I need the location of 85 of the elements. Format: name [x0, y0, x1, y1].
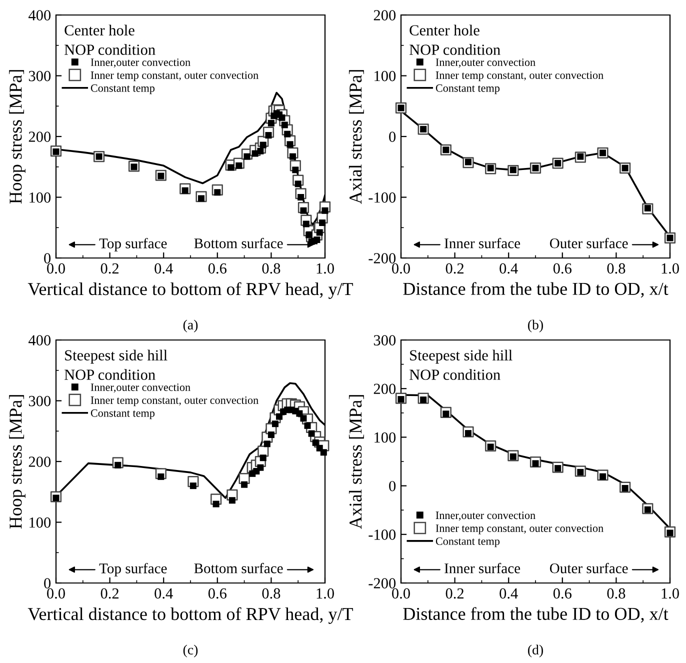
y-tick-label: 400: [28, 10, 51, 20]
annotation: NOP condition: [64, 44, 156, 55]
annotation: Steepest side hill: [410, 350, 512, 364]
x-tick-label: 0.6: [553, 263, 572, 274]
legend-label: Inner,outer convection: [90, 384, 190, 393]
y-tick-label: 200: [28, 456, 51, 467]
x-tick-label: 0.0: [392, 588, 410, 599]
x-tick-label: 0.2: [446, 588, 464, 599]
x-tick-label: 0.6: [208, 263, 226, 274]
x-tick-label: 1.0: [316, 263, 334, 274]
x-tick-label: 0.2: [100, 263, 119, 274]
annotation: Inner surface: [444, 562, 520, 574]
annotation: NOP condition: [64, 369, 156, 380]
x-tick-label: 0.4: [500, 588, 518, 599]
x-tick-label: 0.6: [208, 588, 226, 599]
y-tick-label: 0: [389, 480, 396, 492]
x-axis-title: Vertical distance to bottom of RPV head, y/T: [28, 282, 354, 299]
legend-label: Constant temp: [90, 84, 155, 94]
legend-label: Inner,outer convection: [436, 58, 536, 68]
y-axis-title: Axial stress [MPa]: [348, 70, 364, 204]
y-tick-label: 100: [30, 192, 51, 203]
y-tick-label: -100: [368, 530, 396, 540]
x-tick-label: 0.4: [154, 263, 173, 274]
annotation: Bottom surface: [194, 238, 283, 248]
annotation: Center hole: [64, 24, 134, 36]
y-axis-title: Hoop stress [MPa]: [9, 395, 26, 529]
x-tick-label: 1.0: [316, 588, 334, 599]
y-tick-label: 0: [44, 253, 51, 264]
annotation: Top surface: [99, 562, 167, 576]
y-tick-label: -200: [368, 253, 396, 264]
y-tick-label: 300: [374, 335, 396, 346]
annotation: Outer surface: [550, 562, 628, 574]
x-tick-label: 0.8: [607, 263, 626, 274]
x-tick-label: 0.4: [154, 588, 173, 599]
x-tick-label: 0.8: [607, 588, 626, 599]
y-tick-label: 300: [28, 70, 51, 82]
annotation: Outer surface: [550, 238, 628, 248]
legend-label: Constant temp: [436, 537, 500, 548]
text: (d): [528, 644, 543, 658]
x-tick-label: 0.2: [446, 263, 464, 274]
annotation: NOP condition: [410, 369, 500, 380]
legend-label: Inner,outer convection: [90, 58, 190, 68]
text: (c): [183, 644, 198, 658]
legend-label: Inner temp constant, outer convection: [90, 71, 258, 82]
y-tick-label: 400: [28, 335, 51, 346]
legend-label: Constant temp: [90, 409, 155, 420]
annotation: Center hole: [410, 24, 480, 36]
legend-label: Inner temp constant, outer convection: [436, 524, 604, 534]
annotation: Bottom surface: [194, 562, 283, 574]
y-tick-label: -200: [368, 578, 396, 588]
legend-label: Inner temp constant, outer convection: [436, 71, 604, 82]
x-tick-label: 0.6: [553, 588, 572, 599]
y-tick-label: -100: [368, 192, 396, 203]
y-axis-title: Axial stress [MPa]: [348, 395, 364, 530]
annotation: Top surface: [99, 238, 167, 252]
annotation: Inner surface: [444, 238, 520, 248]
y-tick-label: 200: [28, 132, 51, 142]
y-axis-title: Hoop stress [MPa]: [9, 70, 26, 204]
y-tick-label: 100: [374, 432, 396, 443]
x-tick-label: 1.0: [662, 588, 679, 599]
legend-label: Inner temp constant, outer convection: [90, 396, 258, 406]
x-axis-title: Distance from the tube ID to OD, x/t: [403, 282, 668, 298]
x-tick-label: 1.0: [662, 263, 679, 274]
y-tick-label: 0: [44, 578, 51, 588]
y-tick-label: 0: [389, 132, 396, 142]
y-tick-label: 200: [374, 10, 396, 20]
y-tick-label: 200: [374, 384, 396, 394]
x-tick-label: 0.0: [47, 263, 65, 274]
x-tick-label: 0.8: [262, 588, 280, 599]
legend-label: Inner,outer convection: [436, 512, 536, 521]
annotation: NOP condition: [410, 44, 500, 55]
y-tick-label: 300: [28, 396, 51, 406]
x-tick-label: 0.4: [500, 263, 518, 274]
annotation: Steepest side hill: [65, 350, 168, 364]
text: (b): [528, 320, 543, 332]
y-tick-label: 100: [30, 517, 51, 528]
x-tick-label: 0.0: [392, 263, 410, 274]
x-axis-title: Vertical distance to bottom of RPV head, y/T: [28, 607, 354, 624]
x-tick-label: 0.0: [47, 588, 65, 599]
legend-label: Constant temp: [436, 84, 500, 94]
x-tick-label: 0.8: [262, 263, 280, 274]
x-tick-label: 0.2: [100, 588, 119, 599]
y-tick-label: 100: [374, 70, 396, 82]
x-axis-title: Distance from the tube ID to OD, x/t: [403, 607, 668, 623]
text: (a): [183, 320, 198, 332]
